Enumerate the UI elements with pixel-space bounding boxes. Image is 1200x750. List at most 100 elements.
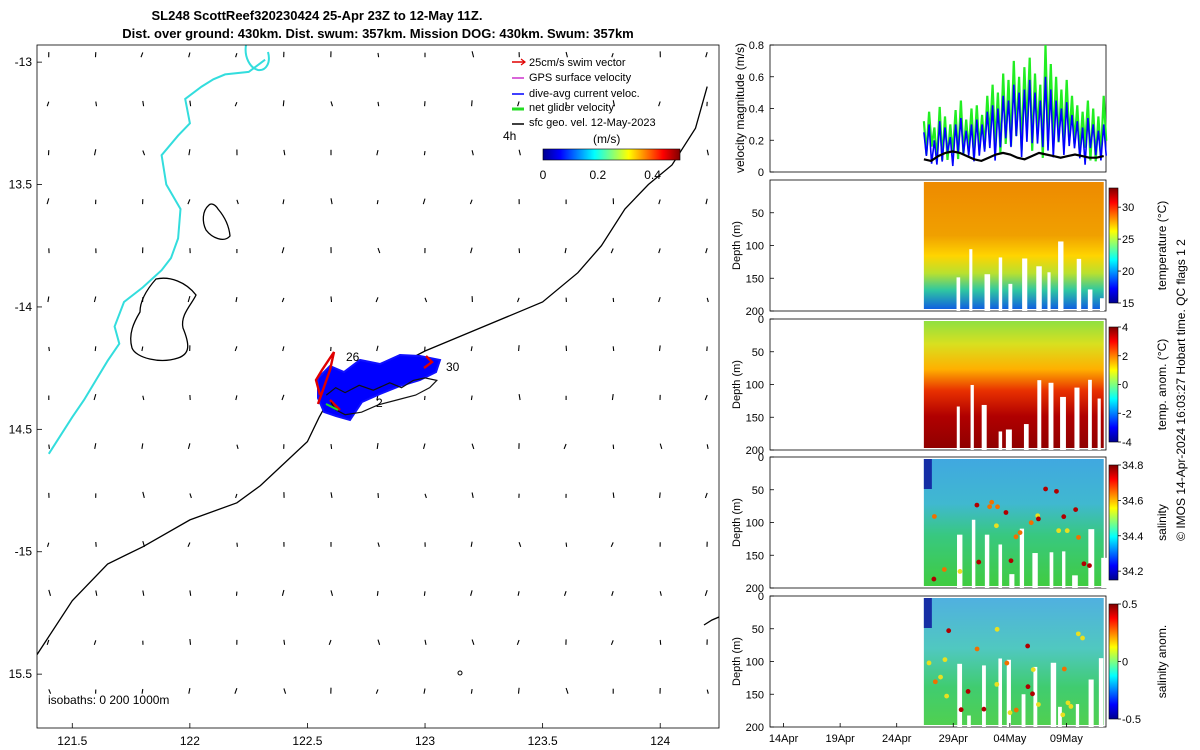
section-gap xyxy=(956,406,960,450)
section-outlier-point xyxy=(931,576,937,582)
section-colorbar-tick-label: -2 xyxy=(1122,408,1132,420)
section-outlier-point xyxy=(1036,702,1041,707)
geo-vel-arrow xyxy=(422,198,426,205)
map-x-tick-label: 124 xyxy=(650,734,670,748)
geo-vel-arrow xyxy=(704,590,708,596)
geo-vel-arrow xyxy=(471,51,475,58)
section-outlier-point xyxy=(1030,691,1035,697)
geo-vel-arrow xyxy=(706,149,709,156)
section-gap xyxy=(1049,552,1054,588)
time-x-tick-label: 14Apr xyxy=(769,733,799,745)
section-colorbar xyxy=(1108,464,1119,581)
geo-vel-arrow xyxy=(610,248,614,254)
geo-vel-arrow xyxy=(471,492,474,499)
velocity-y-tick-label: 0.6 xyxy=(749,72,764,84)
map-x-tick-label: 122 xyxy=(180,734,200,748)
section-field xyxy=(923,182,1104,309)
geo-vel-arrow xyxy=(516,639,520,645)
section-outlier-point xyxy=(946,628,952,634)
geo-vel-arrow xyxy=(236,542,238,547)
section-colorbar-label: salinity xyxy=(1155,504,1169,541)
geo-vel-arrow xyxy=(46,639,50,645)
section-colorbar-label: temp. anom. (°C) xyxy=(1155,339,1169,431)
geo-vel-arrow xyxy=(140,52,144,58)
geo-vel-arrow xyxy=(94,443,97,450)
geo-vel-arrow xyxy=(518,149,521,156)
section-colorbar-tick-label: 34.8 xyxy=(1122,460,1143,472)
section-colorbar-tick-label: 4 xyxy=(1122,322,1128,334)
section-gap xyxy=(1058,241,1064,311)
section-field xyxy=(923,321,1104,448)
geo-vel-arrow xyxy=(234,346,238,352)
geo-vel-arrow xyxy=(517,687,520,694)
section-colorbar-tick-label: 0 xyxy=(1122,380,1128,392)
map-title-line1: SL248 ScottReef320230424 25-Apr 23Z to 1… xyxy=(152,8,483,23)
geo-vel-arrow xyxy=(48,589,52,596)
geo-vel-arrow xyxy=(95,101,98,107)
isobath-1000m-line xyxy=(47,58,266,455)
geo-vel-arrow xyxy=(611,394,614,401)
section-outlier-point xyxy=(1004,660,1010,666)
geo-vel-arrow xyxy=(93,640,97,645)
isobath-1000m-loop xyxy=(244,45,270,72)
geo-vel-arrow xyxy=(563,443,567,450)
geo-vel-arrow xyxy=(330,296,333,303)
scale-label-4h: 4h xyxy=(503,129,516,143)
geo-vel-arrow xyxy=(612,492,615,498)
geo-vel-arrow xyxy=(189,590,192,596)
legend-label-sfc-geo: sfc geo. vel. 12-May-2023 xyxy=(529,117,656,129)
section-y-tick-label: 0 xyxy=(758,591,764,603)
section-gap xyxy=(1097,398,1101,450)
geo-vel-arrow xyxy=(422,443,426,450)
section-y-tick-label: 100 xyxy=(746,380,764,392)
geo-vel-arrow xyxy=(659,492,661,498)
geo-vel-arrow xyxy=(281,247,285,254)
velocity-series-sfc-geo-vel- xyxy=(923,150,1104,163)
section-outlier-point xyxy=(1080,635,1085,641)
geo-vel-arrow xyxy=(517,101,520,107)
geo-vel-arrow xyxy=(187,199,191,205)
velocity-y-tick-label: 0.2 xyxy=(749,135,764,147)
section-y-label: Depth (m) xyxy=(731,637,743,686)
map-y-tick-label: -13 xyxy=(15,55,33,69)
section-outlier-point xyxy=(1028,520,1034,526)
geo-vel-arrow xyxy=(611,591,614,596)
section-outlier-point xyxy=(989,499,995,505)
geo-vel-arrow xyxy=(611,53,614,58)
section-outlier-point xyxy=(944,693,950,699)
section-y-tick-label: 50 xyxy=(752,485,764,497)
map-x-tick-label: 122.5 xyxy=(292,734,322,748)
geo-vel-arrow xyxy=(282,346,285,352)
geo-vel-arrow xyxy=(377,542,380,547)
section-gap xyxy=(1098,658,1104,727)
geo-vel-arrow xyxy=(470,247,473,254)
section-outlier-point xyxy=(1073,507,1079,512)
geo-vel-arrow xyxy=(471,639,475,645)
geo-vel-arrow xyxy=(48,689,52,694)
section-outlier-point xyxy=(1017,530,1023,536)
section-surface-patch xyxy=(923,459,932,489)
geo-vel-arrow xyxy=(235,53,238,58)
map-y-tick-label: 13.5 xyxy=(9,178,33,192)
geo-vel-arrow xyxy=(376,200,379,205)
geo-vel-arrow xyxy=(283,639,286,645)
geo-vel-arrow xyxy=(424,639,427,645)
section-outlier-point xyxy=(976,559,982,565)
section-gap xyxy=(1006,659,1011,727)
map-colorbar-tick-label: 0 xyxy=(540,168,547,182)
section-colorbar-tick-label: 15 xyxy=(1122,298,1134,310)
geo-vel-arrow xyxy=(235,297,238,303)
geo-vel-arrow xyxy=(282,199,285,205)
section-outlier-point xyxy=(987,504,993,510)
section-outlier-point xyxy=(994,523,999,529)
section-gap xyxy=(1032,553,1038,588)
geo-vel-arrow xyxy=(658,297,661,303)
section-outlier-point xyxy=(1060,712,1066,718)
geo-vel-arrow xyxy=(470,346,473,352)
geo-vel-arrow xyxy=(471,150,474,156)
geo-vel-arrow xyxy=(518,345,520,352)
net-glider-velocity-mark xyxy=(325,403,339,411)
geo-vel-arrow xyxy=(283,688,287,694)
section-outlier-point xyxy=(957,569,963,574)
